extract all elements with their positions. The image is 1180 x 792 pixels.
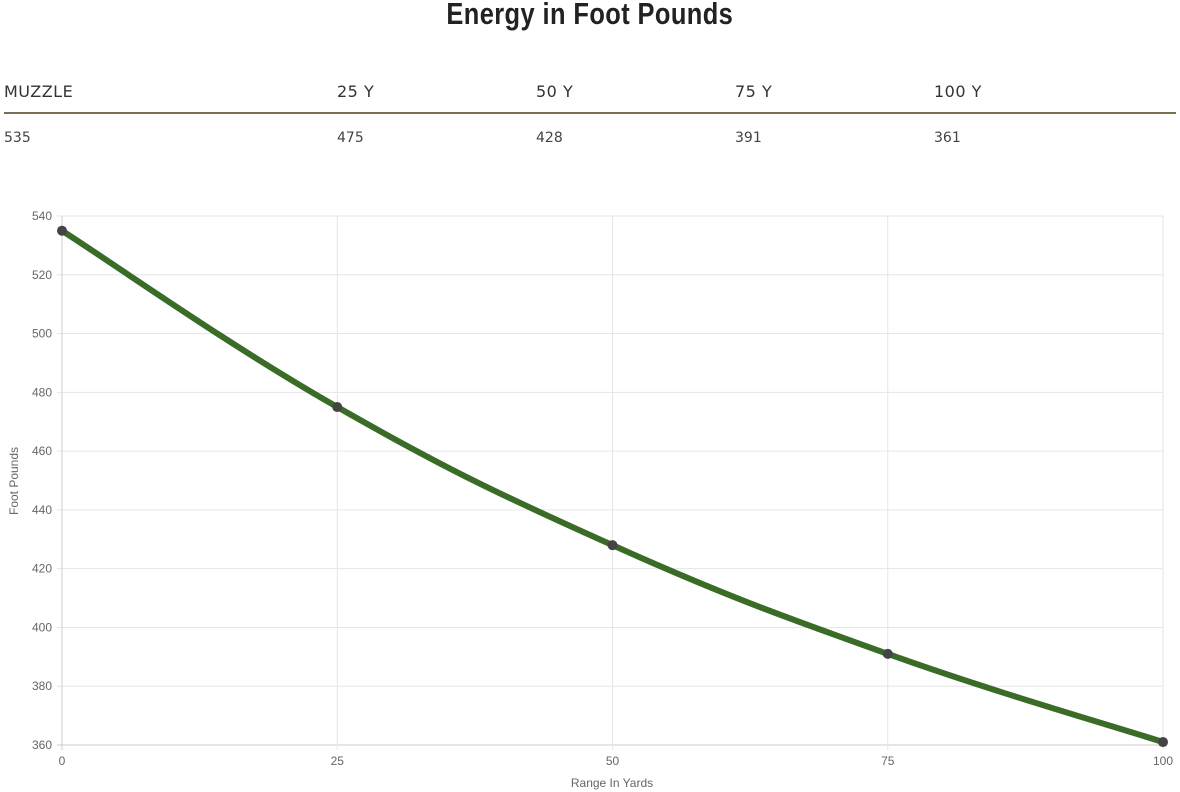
table-value-50y: 428 <box>536 130 563 146</box>
table-value-75y: 391 <box>735 130 762 146</box>
y-tick-label: 540 <box>32 209 52 223</box>
x-tick-label: 25 <box>331 754 345 768</box>
x-tick-label: 100 <box>1153 754 1173 768</box>
y-tick-label: 480 <box>32 385 52 399</box>
data-point[interactable] <box>1158 737 1168 748</box>
y-tick-label: 460 <box>32 444 52 458</box>
table-header-25y: 25 Y <box>337 82 375 101</box>
table-header-100y: 100 Y <box>934 82 982 101</box>
y-tick-label: 360 <box>32 738 52 752</box>
table-header-50y: 50 Y <box>536 82 574 101</box>
y-tick-label: 400 <box>32 620 52 634</box>
chart-title: Energy in Foot Pounds <box>446 0 734 31</box>
y-axis-label: Foot Pounds <box>7 447 21 515</box>
table-value-25y: 475 <box>337 130 364 146</box>
table-value-100y: 361 <box>934 130 961 146</box>
y-tick-label: 380 <box>32 679 52 693</box>
y-tick-label: 420 <box>32 562 52 576</box>
x-tick-label: 50 <box>606 754 620 768</box>
table-divider <box>4 112 1176 114</box>
table-header-muzzle: MUZZLE <box>4 82 74 101</box>
data-point[interactable] <box>882 648 893 659</box>
data-point[interactable] <box>57 225 67 236</box>
x-axis-label: Range In Yards <box>571 776 653 790</box>
table-header-75y: 75 Y <box>735 82 773 101</box>
y-tick-label: 500 <box>32 327 52 341</box>
y-tick-label: 520 <box>32 268 52 282</box>
data-point[interactable] <box>332 402 343 413</box>
table-value-muzzle: 535 <box>4 130 31 146</box>
data-point[interactable] <box>607 540 618 551</box>
x-tick-label: 75 <box>881 754 895 768</box>
y-tick-label: 440 <box>32 503 52 517</box>
x-tick-label: 0 <box>59 754 66 768</box>
